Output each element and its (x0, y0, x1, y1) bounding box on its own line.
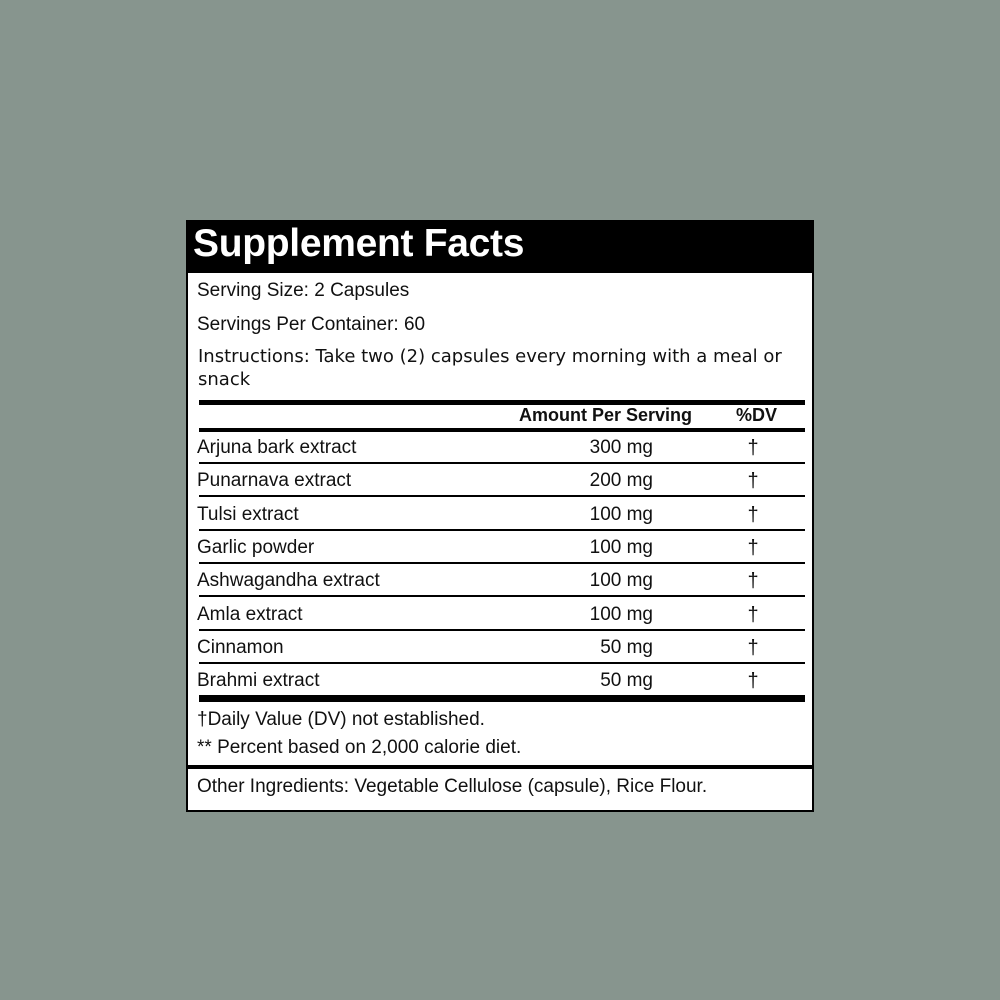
other-ingredients: Other Ingredients: Vegetable Cellulose (… (197, 776, 708, 797)
ingredient-name: Amla extract (197, 603, 303, 625)
footnote-dv: †Daily Value (DV) not established. (197, 709, 485, 730)
ingredient-dv: † (747, 670, 759, 693)
row-divider (199, 561, 805, 564)
serving-size: Serving Size: 2 Capsules (197, 280, 410, 301)
ingredient-name: Cinnamon (197, 636, 284, 658)
ingredient-dv: † (747, 603, 759, 626)
row-divider (199, 462, 805, 464)
ingredient-amount: 100 mg (589, 603, 653, 625)
row-divider (199, 595, 805, 598)
divider-header (199, 428, 805, 432)
divider-thick-bottom (199, 695, 805, 702)
ingredient-amount: 50 mg (600, 670, 653, 692)
panel-title: Supplement Facts (193, 222, 525, 265)
ingredient-dv: † (747, 470, 759, 493)
header-dv: %DV (736, 405, 778, 425)
ingredient-amount: 100 mg (589, 536, 653, 558)
ingredient-name: Brahmi extract (197, 670, 320, 692)
footnote-percent: ** Percent based on 2,000 calorie diet. (197, 737, 522, 758)
ingredient-dv: † (747, 503, 759, 526)
facts-body: Serving Size: 2 Capsules Servings Per Co… (188, 273, 812, 810)
ingredient-name: Arjuna bark extract (197, 437, 357, 458)
instructions: Instructions: Take two (2) capsules ever… (198, 346, 782, 390)
row-divider (199, 495, 805, 498)
ingredient-amount: 100 mg (589, 503, 653, 525)
ingredient-dv: † (747, 536, 759, 559)
row-divider (199, 661, 805, 664)
ingredient-amount: 200 mg (589, 470, 653, 492)
row-divider (199, 628, 805, 631)
ingredient-amount: 50 mg (600, 636, 653, 658)
ingredient-name: Ashwagandha extract (197, 570, 380, 592)
servings-per-container: Servings Per Container: 60 (197, 314, 426, 335)
ingredient-dv: † (747, 570, 759, 593)
supplement-facts-panel: Supplement Facts Serving Size: 2 Capsule… (186, 220, 814, 812)
ingredient-name: Tulsi extract (197, 503, 299, 525)
ingredient-dv: † (747, 437, 759, 459)
ingredient-amount: 300 mg (589, 437, 653, 458)
ingredient-name: Punarnava extract (197, 470, 352, 492)
header-amount: Amount Per Serving (519, 405, 693, 425)
ingredient-name: Garlic powder (197, 536, 315, 558)
ingredient-amount: 100 mg (589, 570, 653, 592)
divider-thick (199, 400, 805, 405)
divider-other (188, 765, 812, 769)
row-divider (199, 528, 805, 531)
ingredient-dv: † (747, 636, 759, 659)
